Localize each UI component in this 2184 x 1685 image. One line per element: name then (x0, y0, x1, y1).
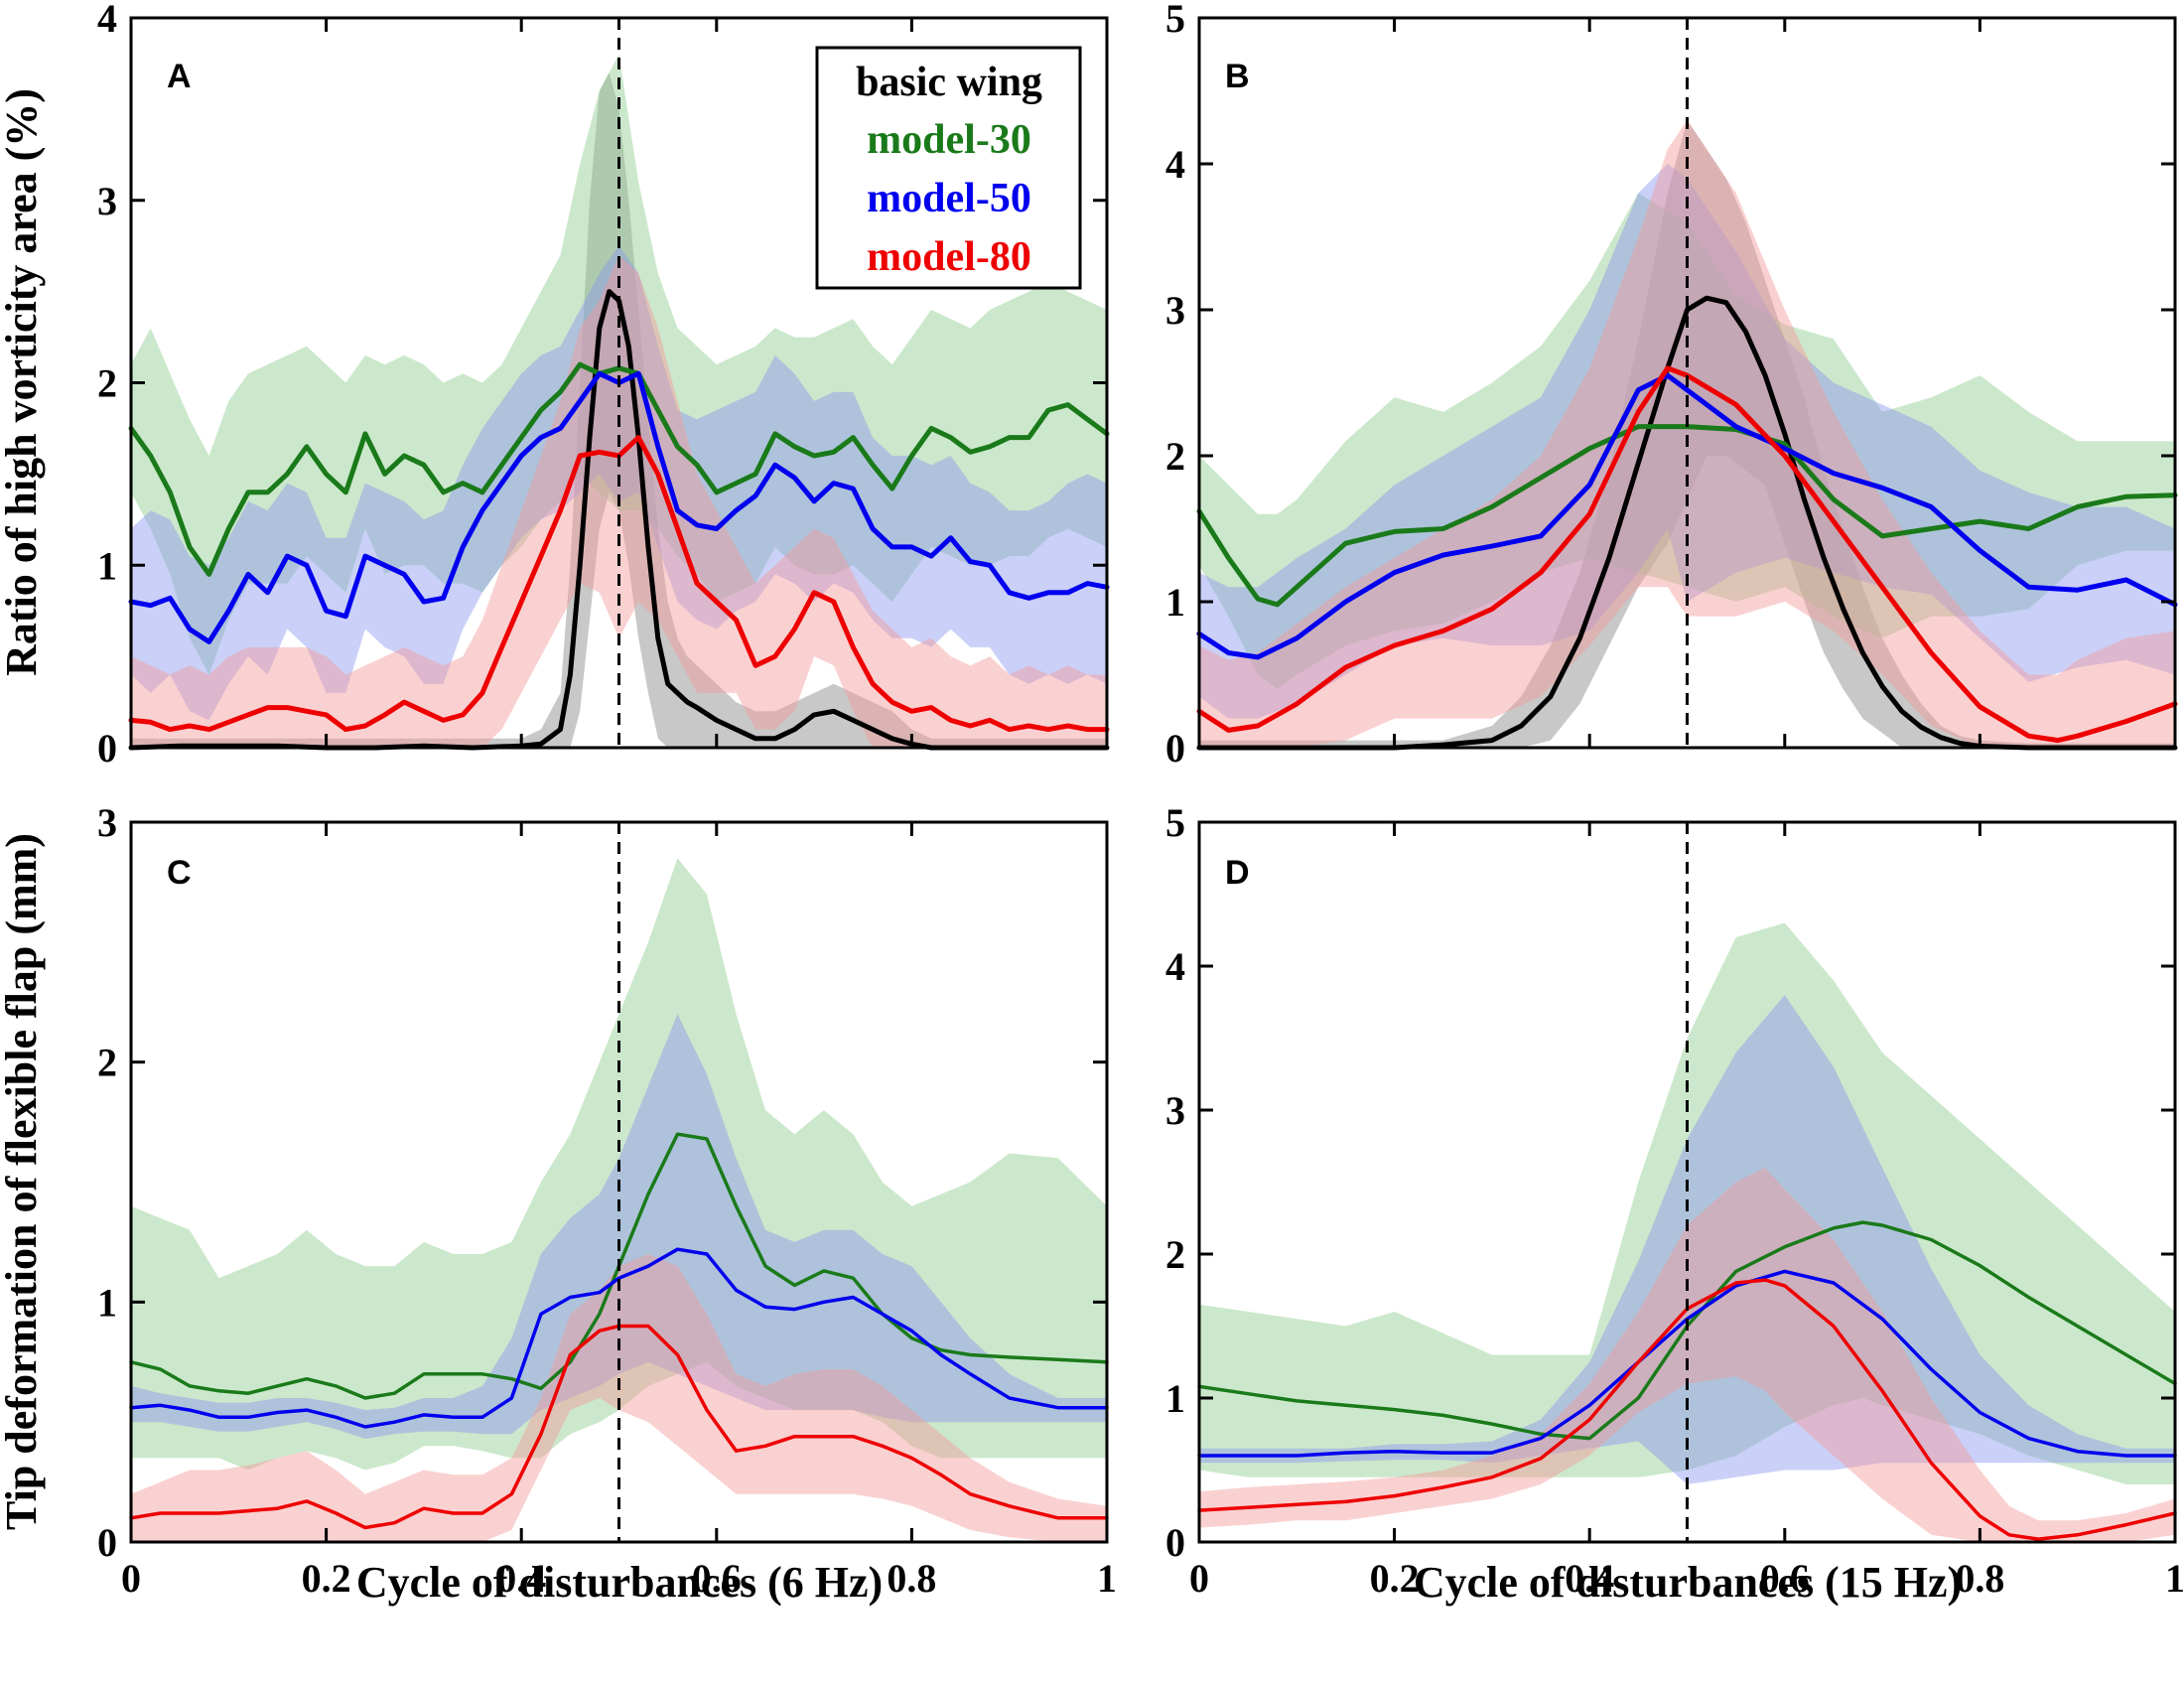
panel-c-line-model-30 (129, 1132, 1109, 1400)
panel-c-xtick-label: 0 (121, 1556, 141, 1601)
panel-a-ytick-label: 1 (97, 543, 117, 588)
legend-box (815, 46, 1082, 290)
panel-b: 0 1 2 3 4 5 B (1165, 0, 2178, 771)
legend: basic wing model-30 model-50 model-80 (815, 46, 1082, 290)
panel-a-ytick-label: 0 (97, 726, 117, 771)
panel-d-xtick-label: 0.6 (1760, 1556, 1810, 1601)
panel-c-xtick-label: 0.2 (302, 1556, 351, 1601)
y-axis-label-top: Ratio of high vorticity area (%) (0, 88, 46, 676)
panel-c-xtick-label: 0.4 (496, 1556, 546, 1601)
panel-b-band-model-80 (1199, 119, 2175, 748)
panel-c-xtick-label: 0.8 (887, 1556, 936, 1601)
panel-c-ytick-label: 2 (97, 1041, 117, 1085)
legend-basic-wing: basic wing (856, 60, 1042, 105)
panel-c-ytick-label: 1 (97, 1280, 117, 1325)
panel-b-ytick-label: 0 (1165, 726, 1185, 771)
panel-d-ytick-label: 1 (1165, 1376, 1185, 1421)
panel-a-label: A (167, 58, 192, 95)
panel-a-ytick-label: 2 (97, 361, 117, 406)
panel-b-band-basic-wing (1199, 119, 2175, 748)
panel-b-ytick-label: 2 (1165, 434, 1185, 479)
panel-c-ytick-label: 3 (97, 800, 117, 845)
panel-d-xtick-label: 0.2 (1370, 1556, 1420, 1601)
panel-b-ytick-label: 5 (1165, 0, 1185, 41)
panel-c-line-model-80 (129, 1324, 1109, 1530)
panel-c-frame (129, 820, 1109, 1544)
panel-b-line-model-80 (1196, 365, 2178, 744)
panel-d-line-model-30 (1197, 1220, 2177, 1441)
legend-model-50: model-50 (867, 176, 1031, 221)
panel-a: 0 1 2 3 4 A (97, 0, 1110, 771)
panel-a-band-basic-wing (131, 72, 1107, 749)
panel-d-line-model-80 (1197, 1278, 2177, 1541)
panel-b-line-model-30 (1196, 424, 2178, 608)
panel-c-xtick-label: 0.6 (692, 1556, 742, 1601)
panel-b-frame (1197, 16, 2177, 750)
panel-b-ytick-label: 4 (1165, 142, 1185, 187)
legend-model-80: model-80 (867, 234, 1031, 280)
panel-d-xtick-label: 0.8 (1955, 1556, 2004, 1601)
panel-c-line-model-50 (129, 1247, 1109, 1429)
panel-b-line-model-50 (1196, 372, 2178, 660)
y-axis-label-bottom: Tip deformation of flexible flap (mm) (0, 833, 46, 1530)
panel-c-ytick-label: 0 (97, 1520, 117, 1565)
panel-a-ytick-label: 4 (97, 0, 117, 41)
panel-c-xtick-label: 1 (1097, 1556, 1117, 1601)
panel-b-ytick-label: 3 (1165, 288, 1185, 333)
panel-d: 0 1 2 3 4 5 0 0.2 0.4 0.6 0.8 1 D (1165, 800, 2184, 1601)
panel-c-label: C (167, 854, 192, 892)
panel-c: 0 1 2 3 0 0.2 0.4 0.6 0.8 1 C (97, 800, 1117, 1601)
panel-b-line-basic-wing (1196, 295, 2178, 751)
panel-d-ytick-label: 4 (1165, 944, 1185, 989)
panel-d-ytick-label: 3 (1165, 1088, 1185, 1133)
panel-d-frame (1197, 820, 2177, 1544)
panel-d-band-model-80 (1199, 1168, 2175, 1542)
panel-b-label: B (1225, 58, 1250, 95)
panel-d-ytick-label: 5 (1165, 800, 1185, 845)
panel-d-xtick-label: 1 (2165, 1556, 2184, 1601)
panel-d-ytick-label: 0 (1165, 1520, 1185, 1565)
panel-a-line-model-30 (128, 361, 1110, 577)
panel-d-ytick-label: 2 (1165, 1232, 1185, 1277)
x-axis-label-left: Cycle of disturbances (6 Hz) (356, 1558, 883, 1607)
panel-d-xtick-label: 0.4 (1565, 1556, 1614, 1601)
legend-model-30: model-30 (867, 117, 1031, 163)
panel-d-xtick-label: 0 (1189, 1556, 1209, 1601)
panel-d-label: D (1225, 854, 1250, 892)
panel-b-ytick-label: 1 (1165, 580, 1185, 625)
panel-a-ytick-label: 3 (97, 179, 117, 223)
x-axis-label-right: Cycle of disturbances (15 Hz) (1414, 1558, 1962, 1607)
